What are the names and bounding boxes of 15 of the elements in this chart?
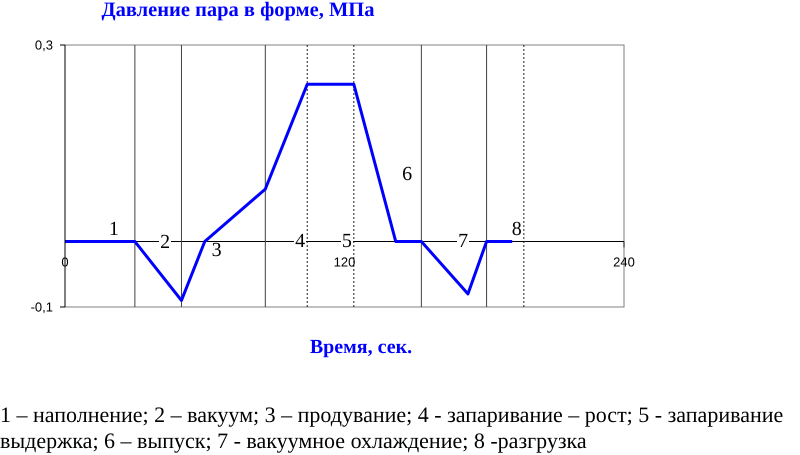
annotation: 4 — [294, 230, 306, 252]
annotation: 8 — [510, 218, 523, 240]
annotation: 3 — [210, 239, 223, 262]
annotation: 2 — [159, 230, 172, 252]
text: 1 – наполнение; 2 – вакуум; 3 – продувание; 4 - запаривание – рост; 5 - запаривание выдержка; 6 – выпуск; 7 - вакуумное охлаждение; 8 -разгрузка — [0, 402, 784, 454]
annotation: 5 — [340, 230, 353, 252]
x-tick-label: 120 — [334, 254, 356, 270]
y-tick-label: 0,3 — [34, 38, 53, 53]
annotation: 7 — [457, 230, 470, 252]
y-axis-title: Давление пара в форме, МПа — [100, 0, 376, 21]
annotation: 6 — [401, 162, 414, 184]
x-axis-title: Время, сек. — [308, 336, 414, 358]
annotation: 1 — [108, 218, 120, 240]
x-tick-label: 240 — [613, 254, 635, 270]
y-tick-label: -0,1 — [30, 300, 53, 315]
